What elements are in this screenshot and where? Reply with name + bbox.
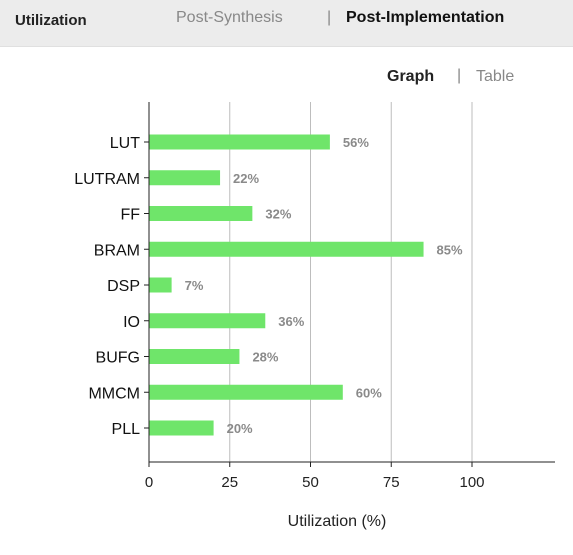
mode-separator: | bbox=[457, 67, 462, 84]
x-tick-label: 50 bbox=[302, 474, 319, 491]
value-label: 22% bbox=[233, 171, 259, 186]
bar bbox=[149, 420, 214, 436]
panel-title: Utilization bbox=[15, 12, 87, 29]
tab-post-synthesis[interactable]: Post-Synthesis bbox=[176, 9, 283, 26]
value-label: 85% bbox=[437, 242, 463, 257]
x-tick-label: 75 bbox=[383, 474, 400, 491]
bar bbox=[149, 313, 266, 329]
bar bbox=[149, 384, 343, 400]
bar bbox=[149, 277, 172, 293]
bar bbox=[149, 241, 424, 257]
category-label: BRAM bbox=[94, 242, 140, 259]
tab-post-implementation[interactable]: Post-Implementation bbox=[346, 9, 505, 26]
x-tick-label: 0 bbox=[145, 474, 153, 491]
bar bbox=[149, 170, 221, 186]
x-tick-label: 100 bbox=[459, 474, 484, 491]
panel-header: Utilization Post-Synthesis | Post-Implem… bbox=[0, 0, 573, 47]
bar bbox=[149, 349, 240, 364]
category-label: IO bbox=[123, 314, 140, 331]
x-axis-title: Utilization (%) bbox=[288, 513, 387, 530]
category-label: DSP bbox=[107, 278, 140, 295]
value-label: 60% bbox=[356, 385, 382, 400]
bar bbox=[149, 134, 330, 150]
category-label: PLL bbox=[112, 421, 141, 438]
tab-separator: | bbox=[327, 9, 332, 26]
value-label: 20% bbox=[227, 421, 253, 436]
category-label: BUFG bbox=[96, 350, 140, 367]
bar bbox=[149, 206, 253, 221]
value-label: 28% bbox=[252, 350, 278, 365]
x-tick-label: 25 bbox=[221, 474, 238, 491]
category-label: LUTRAM bbox=[74, 171, 140, 188]
value-label: 32% bbox=[265, 207, 291, 222]
category-label: MMCM bbox=[88, 385, 140, 402]
value-label: 7% bbox=[185, 278, 204, 293]
mode-tab-graph[interactable]: Graph bbox=[387, 68, 435, 85]
category-label: LUT bbox=[110, 135, 140, 152]
utilization-bar-chart: LUT 56% LUTRAM 22% FF 32% BRAM 85% DSP 7% IO 36% BUF… bbox=[74, 102, 555, 530]
category-label: FF bbox=[120, 207, 140, 224]
mode-tab-table[interactable]: Table bbox=[476, 68, 515, 85]
value-label: 36% bbox=[278, 314, 304, 329]
value-label: 56% bbox=[343, 135, 369, 150]
